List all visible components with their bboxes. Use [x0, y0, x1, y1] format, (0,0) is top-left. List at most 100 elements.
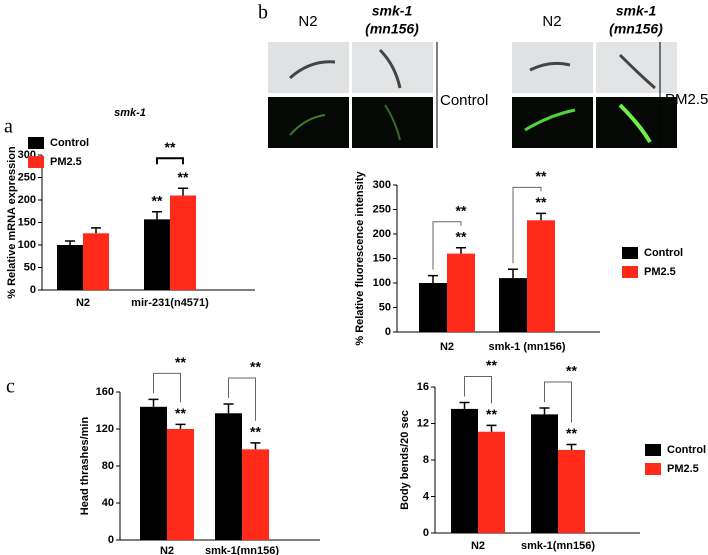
bracket	[544, 381, 572, 423]
y-tick-label: 0	[108, 534, 114, 546]
significance-label: **	[152, 192, 163, 208]
bracket	[153, 372, 181, 403]
chart-title: smk-1	[114, 107, 146, 119]
bracket	[512, 186, 542, 264]
column-label: N2	[542, 13, 561, 30]
x-tick-label: N2	[440, 341, 454, 353]
significance-label: **	[536, 168, 547, 184]
y-tick-label: 0	[423, 527, 429, 539]
bar	[558, 449, 585, 533]
y-tick-label: 0	[30, 284, 36, 296]
y-tick-label: 16	[417, 381, 429, 393]
y-tick-label: 300	[373, 179, 391, 191]
y-tick-label: 250	[18, 171, 36, 183]
significance-label: **	[250, 424, 261, 440]
x-tick-label: N2	[160, 545, 174, 555]
error-bar	[428, 274, 438, 283]
column-label: smk-1	[616, 3, 657, 19]
error-bar	[456, 246, 466, 254]
error-bar	[536, 212, 546, 221]
legend-label: PM2.5	[667, 463, 699, 475]
x-tick-label: smk-1 (mn156)	[488, 341, 565, 353]
significance-label: **	[178, 169, 189, 185]
significance-label: **	[175, 354, 186, 370]
legend-swatch	[622, 247, 638, 259]
bar	[140, 406, 167, 540]
bar	[57, 245, 83, 290]
micrographs	[268, 42, 677, 148]
y-axis-label: Body bends/20 sec	[399, 410, 411, 510]
y-tick-label: 120	[96, 423, 114, 435]
bracket	[156, 157, 184, 165]
legend-label: Control	[667, 444, 706, 456]
bar	[215, 413, 242, 540]
bracket	[432, 221, 462, 270]
error-bar	[148, 398, 159, 407]
legend-swatch	[622, 266, 638, 278]
column-label: (mn156)	[609, 21, 663, 37]
bar	[170, 195, 196, 290]
x-tick-label: N2	[76, 297, 90, 309]
panel-label: c	[6, 376, 15, 398]
bar	[447, 253, 475, 332]
error-bar	[250, 442, 261, 450]
error-bar	[175, 423, 186, 429]
y-tick-label: 200	[18, 194, 36, 206]
y-tick-label: 100	[373, 277, 391, 289]
significance-label: **	[566, 363, 577, 379]
bar	[144, 219, 170, 290]
significance-label: **	[456, 202, 467, 218]
y-tick-label: 40	[102, 497, 114, 509]
x-tick-label: mir-231(n4571)	[131, 297, 209, 309]
panel-label: b	[258, 2, 268, 24]
y-tick-label: 4	[423, 490, 430, 502]
bar	[531, 414, 558, 533]
error-bar	[566, 443, 577, 450]
legend-label: Control	[644, 247, 683, 259]
y-tick-label: 160	[96, 386, 114, 398]
legend-label: Control	[50, 137, 89, 149]
y-tick-label: 100	[18, 239, 36, 251]
error-bar	[152, 210, 162, 220]
legend-swatch	[645, 463, 661, 475]
significance-label: **	[250, 359, 261, 375]
y-tick-label: 0	[385, 326, 391, 338]
y-tick-label: 200	[373, 228, 391, 240]
y-tick-label: 8	[423, 454, 429, 466]
bar	[419, 283, 447, 332]
bracket	[228, 377, 256, 421]
x-tick-label: smk-1(mn156)	[521, 540, 595, 552]
bar	[499, 278, 527, 332]
x-tick-label: smk-1(mn156)	[205, 545, 279, 555]
error-bar	[539, 407, 550, 415]
error-bar	[486, 424, 497, 432]
significance-label: **	[165, 139, 176, 155]
y-tick-label: 50	[379, 301, 391, 313]
significance-label: **	[175, 405, 186, 421]
legend-swatch	[28, 137, 44, 149]
y-tick-label: 150	[373, 252, 391, 264]
error-bar	[91, 227, 101, 234]
error-bar	[223, 403, 234, 414]
row-label: Control	[440, 92, 488, 109]
bar	[167, 429, 194, 540]
error-bar	[178, 187, 188, 196]
error-bar	[508, 268, 518, 279]
significance-label: **	[456, 228, 467, 244]
legend-swatch	[645, 444, 661, 456]
x-tick-label: N2	[471, 540, 485, 552]
column-label: smk-1	[372, 3, 413, 19]
y-tick-label: 250	[373, 203, 391, 215]
y-tick-label: 12	[417, 417, 429, 429]
bracket	[464, 376, 492, 404]
significance-label: **	[566, 425, 577, 441]
bar	[527, 220, 555, 332]
y-axis-label: % Relative mRNA expression	[6, 146, 18, 299]
y-axis-label: % Relative fluorescence intensity	[354, 171, 366, 346]
bar	[451, 408, 478, 533]
bar	[83, 233, 109, 290]
legend-label: PM2.5	[50, 156, 82, 168]
panel-label: a	[4, 116, 13, 138]
significance-label: **	[486, 357, 497, 373]
